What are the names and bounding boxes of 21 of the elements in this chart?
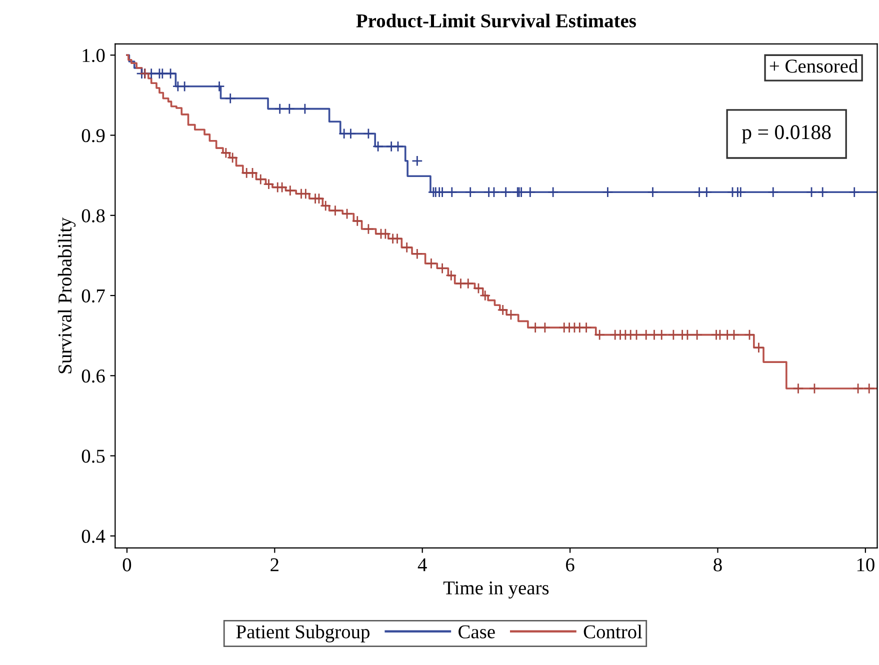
x-tick-label: 0 bbox=[122, 558, 132, 572]
y-tick-label: 0.8 bbox=[82, 209, 105, 222]
x-tick-label: 4 bbox=[418, 558, 427, 572]
legend-title: Patient Subgroup bbox=[236, 624, 370, 642]
legend-label: Control bbox=[584, 624, 642, 638]
y-tick-label: 0.5 bbox=[82, 450, 105, 463]
y-tick-label: 0.7 bbox=[82, 289, 105, 303]
y-tick-label: 0.9 bbox=[82, 129, 105, 142]
y-tick-label: 0.4 bbox=[82, 530, 106, 543]
y-axis-title: Survival Probability bbox=[58, 217, 76, 374]
x-tick-label: 6 bbox=[566, 558, 574, 572]
x-tick-label: 10 bbox=[857, 558, 874, 572]
annotation: p = 0.0188 bbox=[742, 125, 831, 144]
x-tick-label: 8 bbox=[714, 558, 722, 572]
chart-title: Product-Limit Survival Estimates bbox=[356, 14, 636, 28]
y-tick-label: 1.0 bbox=[82, 48, 105, 62]
x-axis-title: Time in years bbox=[443, 581, 549, 599]
annotation: + Censored bbox=[770, 59, 858, 73]
legend-label: Case bbox=[458, 625, 495, 638]
y-tick-label: 0.6 bbox=[82, 369, 105, 383]
x-tick-label: 2 bbox=[270, 558, 278, 572]
